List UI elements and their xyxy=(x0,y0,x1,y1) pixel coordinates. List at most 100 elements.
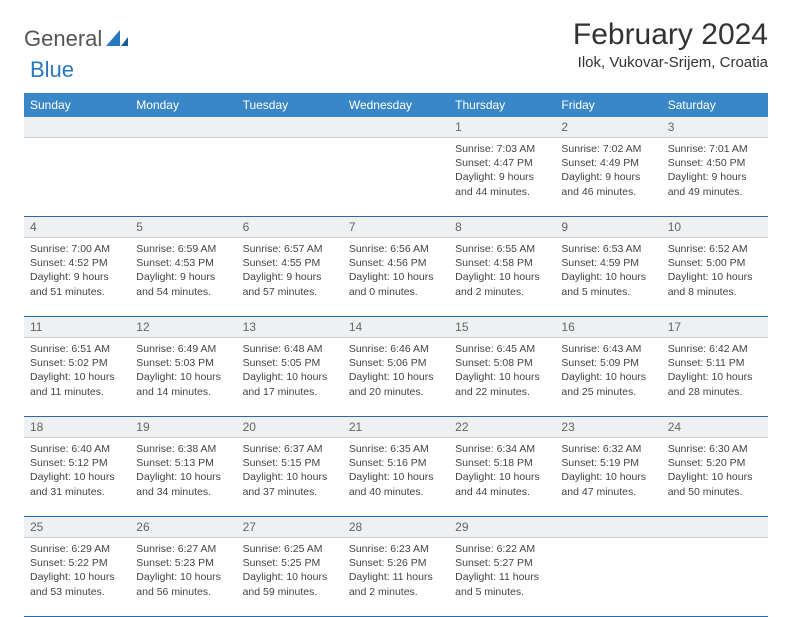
day-number: 19 xyxy=(130,417,236,437)
day-cell: Sunrise: 6:48 AMSunset: 5:05 PMDaylight:… xyxy=(237,338,343,416)
day-number: 17 xyxy=(662,317,768,337)
day-detail: Sunset: 5:27 PM xyxy=(455,556,549,570)
day-detail: Daylight: 10 hours and 22 minutes. xyxy=(455,370,549,398)
day-detail: Sunset: 4:58 PM xyxy=(455,256,549,270)
day-number: 8 xyxy=(449,217,555,237)
daynum-row: 45678910 xyxy=(24,217,768,238)
day-number: 4 xyxy=(24,217,130,237)
day-detail: Sunset: 5:09 PM xyxy=(561,356,655,370)
day-detail: Sunset: 5:22 PM xyxy=(30,556,124,570)
day-detail: Daylight: 10 hours and 37 minutes. xyxy=(243,470,337,498)
day-detail: Sunset: 5:00 PM xyxy=(668,256,762,270)
day-cell: Sunrise: 6:40 AMSunset: 5:12 PMDaylight:… xyxy=(24,438,130,516)
day-cell: Sunrise: 6:59 AMSunset: 4:53 PMDaylight:… xyxy=(130,238,236,316)
day-detail: Sunset: 5:12 PM xyxy=(30,456,124,470)
day-detail: Daylight: 9 hours and 44 minutes. xyxy=(455,170,549,198)
day-detail: Sunrise: 6:22 AM xyxy=(455,542,549,556)
day-detail: Sunrise: 6:57 AM xyxy=(243,242,337,256)
day-detail: Daylight: 10 hours and 2 minutes. xyxy=(455,270,549,298)
day-detail: Daylight: 10 hours and 28 minutes. xyxy=(668,370,762,398)
day-detail: Daylight: 10 hours and 59 minutes. xyxy=(243,570,337,598)
day-detail: Sunset: 5:13 PM xyxy=(136,456,230,470)
day-cell: Sunrise: 6:38 AMSunset: 5:13 PMDaylight:… xyxy=(130,438,236,516)
day-detail: Daylight: 9 hours and 49 minutes. xyxy=(668,170,762,198)
day-detail: Daylight: 11 hours and 2 minutes. xyxy=(349,570,443,598)
day-number: 2 xyxy=(555,117,661,137)
day-cell: Sunrise: 6:56 AMSunset: 4:56 PMDaylight:… xyxy=(343,238,449,316)
weekday-label: Saturday xyxy=(662,93,768,117)
day-detail: Sunset: 5:19 PM xyxy=(561,456,655,470)
day-detail: Sunrise: 6:23 AM xyxy=(349,542,443,556)
day-number: 28 xyxy=(343,517,449,537)
day-detail: Daylight: 10 hours and 5 minutes. xyxy=(561,270,655,298)
day-detail: Daylight: 10 hours and 47 minutes. xyxy=(561,470,655,498)
day-detail: Sunrise: 6:49 AM xyxy=(136,342,230,356)
day-detail: Sunrise: 6:38 AM xyxy=(136,442,230,456)
day-cell: Sunrise: 6:25 AMSunset: 5:25 PMDaylight:… xyxy=(237,538,343,616)
day-detail: Sunrise: 7:02 AM xyxy=(561,142,655,156)
week-row: Sunrise: 7:00 AMSunset: 4:52 PMDaylight:… xyxy=(24,238,768,317)
week-row: Sunrise: 6:29 AMSunset: 5:22 PMDaylight:… xyxy=(24,538,768,617)
day-detail: Sunset: 5:16 PM xyxy=(349,456,443,470)
day-detail: Sunrise: 6:43 AM xyxy=(561,342,655,356)
day-number: 3 xyxy=(662,117,768,137)
day-detail: Sunrise: 6:34 AM xyxy=(455,442,549,456)
day-detail: Daylight: 10 hours and 53 minutes. xyxy=(30,570,124,598)
day-detail: Sunset: 5:26 PM xyxy=(349,556,443,570)
day-cell xyxy=(343,138,449,216)
day-cell: Sunrise: 6:29 AMSunset: 5:22 PMDaylight:… xyxy=(24,538,130,616)
day-detail: Sunrise: 6:32 AM xyxy=(561,442,655,456)
day-detail: Daylight: 10 hours and 40 minutes. xyxy=(349,470,443,498)
day-cell: Sunrise: 6:23 AMSunset: 5:26 PMDaylight:… xyxy=(343,538,449,616)
day-detail: Daylight: 9 hours and 46 minutes. xyxy=(561,170,655,198)
calendar: SundayMondayTuesdayWednesdayThursdayFrid… xyxy=(24,93,768,617)
day-number xyxy=(237,117,343,137)
day-cell: Sunrise: 6:53 AMSunset: 4:59 PMDaylight:… xyxy=(555,238,661,316)
day-detail: Sunrise: 6:40 AM xyxy=(30,442,124,456)
day-detail: Sunrise: 6:45 AM xyxy=(455,342,549,356)
day-detail: Daylight: 10 hours and 11 minutes. xyxy=(30,370,124,398)
daynum-row: 2526272829 xyxy=(24,517,768,538)
day-number: 5 xyxy=(130,217,236,237)
weekday-header: SundayMondayTuesdayWednesdayThursdayFrid… xyxy=(24,93,768,117)
day-cell: Sunrise: 6:43 AMSunset: 5:09 PMDaylight:… xyxy=(555,338,661,416)
day-number xyxy=(662,517,768,537)
day-number: 10 xyxy=(662,217,768,237)
day-detail: Daylight: 9 hours and 54 minutes. xyxy=(136,270,230,298)
day-cell xyxy=(662,538,768,616)
day-detail: Sunset: 5:08 PM xyxy=(455,356,549,370)
day-detail: Sunset: 4:49 PM xyxy=(561,156,655,170)
day-number: 21 xyxy=(343,417,449,437)
day-detail: Sunrise: 6:35 AM xyxy=(349,442,443,456)
weekday-label: Friday xyxy=(555,93,661,117)
day-detail: Daylight: 10 hours and 25 minutes. xyxy=(561,370,655,398)
logo-word1: General xyxy=(24,26,102,52)
day-detail: Sunset: 4:59 PM xyxy=(561,256,655,270)
day-cell: Sunrise: 6:34 AMSunset: 5:18 PMDaylight:… xyxy=(449,438,555,516)
day-number xyxy=(130,117,236,137)
day-cell: Sunrise: 6:46 AMSunset: 5:06 PMDaylight:… xyxy=(343,338,449,416)
day-detail: Sunset: 5:23 PM xyxy=(136,556,230,570)
day-cell: Sunrise: 6:22 AMSunset: 5:27 PMDaylight:… xyxy=(449,538,555,616)
day-cell: Sunrise: 6:32 AMSunset: 5:19 PMDaylight:… xyxy=(555,438,661,516)
day-detail: Sunset: 5:03 PM xyxy=(136,356,230,370)
daynum-row: 123 xyxy=(24,117,768,138)
day-cell: Sunrise: 7:00 AMSunset: 4:52 PMDaylight:… xyxy=(24,238,130,316)
day-detail: Daylight: 10 hours and 31 minutes. xyxy=(30,470,124,498)
day-number: 14 xyxy=(343,317,449,337)
day-number: 23 xyxy=(555,417,661,437)
day-detail: Sunrise: 7:01 AM xyxy=(668,142,762,156)
day-detail: Sunrise: 6:25 AM xyxy=(243,542,337,556)
day-number: 20 xyxy=(237,417,343,437)
day-number: 18 xyxy=(24,417,130,437)
weekday-label: Tuesday xyxy=(237,93,343,117)
day-detail: Sunrise: 6:56 AM xyxy=(349,242,443,256)
day-detail: Daylight: 11 hours and 5 minutes. xyxy=(455,570,549,598)
day-detail: Sunrise: 6:52 AM xyxy=(668,242,762,256)
day-number: 25 xyxy=(24,517,130,537)
day-detail: Sunset: 5:20 PM xyxy=(668,456,762,470)
day-detail: Sunset: 4:53 PM xyxy=(136,256,230,270)
day-detail: Sunset: 5:15 PM xyxy=(243,456,337,470)
weekday-label: Wednesday xyxy=(343,93,449,117)
week-row: Sunrise: 6:51 AMSunset: 5:02 PMDaylight:… xyxy=(24,338,768,417)
